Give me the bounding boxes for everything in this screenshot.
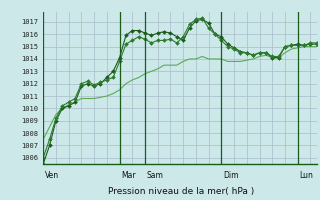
Text: Lun: Lun [300, 171, 314, 180]
Text: Ven: Ven [45, 171, 59, 180]
Text: Dim: Dim [223, 171, 239, 180]
Text: Sam: Sam [147, 171, 164, 180]
Text: Mar: Mar [122, 171, 136, 180]
Text: Pression niveau de la mer( hPa ): Pression niveau de la mer( hPa ) [108, 187, 254, 196]
